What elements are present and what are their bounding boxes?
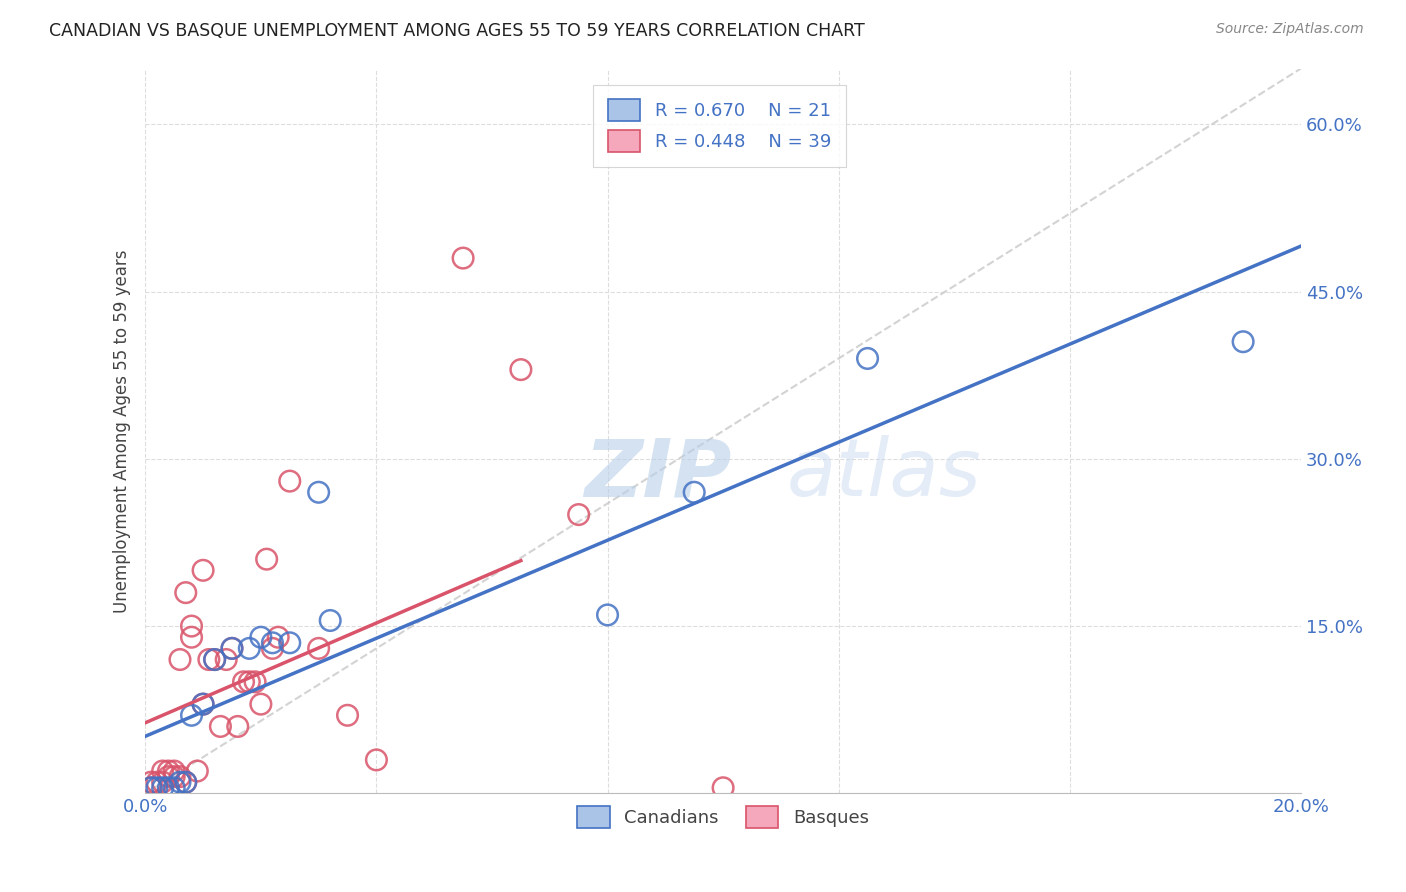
Point <box>1232 334 1254 349</box>
Point <box>174 775 197 789</box>
Point <box>278 636 301 650</box>
Point <box>139 780 162 795</box>
Point <box>163 764 186 778</box>
Point <box>191 697 214 711</box>
Point <box>232 674 254 689</box>
Point <box>596 607 619 622</box>
Point <box>366 753 388 767</box>
Point <box>152 780 174 795</box>
Point <box>146 780 169 795</box>
Point <box>256 552 278 566</box>
Point <box>139 775 162 789</box>
Point <box>319 614 342 628</box>
Point <box>308 641 330 656</box>
Point <box>191 697 214 711</box>
Point <box>250 630 273 644</box>
Point <box>180 619 202 633</box>
Point <box>152 775 174 789</box>
Point <box>209 719 232 733</box>
Point <box>204 652 226 666</box>
Point <box>221 641 243 656</box>
Point <box>169 775 191 789</box>
Point <box>146 775 169 789</box>
Point <box>163 780 186 795</box>
Point <box>157 780 180 795</box>
Point <box>215 652 238 666</box>
Point <box>238 674 260 689</box>
Point <box>262 636 284 650</box>
Point <box>250 697 273 711</box>
Point <box>180 708 202 723</box>
Point <box>180 630 202 644</box>
Point <box>157 764 180 778</box>
Point <box>509 362 531 376</box>
Point <box>221 641 243 656</box>
Point <box>204 652 226 666</box>
Point <box>169 770 191 784</box>
Point <box>174 775 197 789</box>
Text: ZIP: ZIP <box>585 435 731 514</box>
Point <box>169 652 191 666</box>
Point <box>139 780 162 795</box>
Text: CANADIAN VS BASQUE UNEMPLOYMENT AMONG AGES 55 TO 59 YEARS CORRELATION CHART: CANADIAN VS BASQUE UNEMPLOYMENT AMONG AG… <box>49 22 865 40</box>
Point <box>336 708 359 723</box>
Point <box>308 485 330 500</box>
Point <box>238 641 260 656</box>
Point <box>262 641 284 656</box>
Point <box>243 674 266 689</box>
Point <box>191 563 214 577</box>
Legend: Canadians, Basques: Canadians, Basques <box>571 798 876 835</box>
Point <box>163 770 186 784</box>
Point <box>174 585 197 599</box>
Text: atlas: atlas <box>787 435 981 514</box>
Point <box>267 630 290 644</box>
Point <box>568 508 591 522</box>
Point <box>198 652 221 666</box>
Point <box>226 719 249 733</box>
Point <box>152 764 174 778</box>
Point <box>856 351 879 366</box>
Point <box>711 780 734 795</box>
Point <box>186 764 208 778</box>
Y-axis label: Unemployment Among Ages 55 to 59 years: Unemployment Among Ages 55 to 59 years <box>114 249 131 613</box>
Point <box>451 251 474 265</box>
Text: Source: ZipAtlas.com: Source: ZipAtlas.com <box>1216 22 1364 37</box>
Point <box>278 474 301 488</box>
Point <box>157 770 180 784</box>
Point <box>683 485 706 500</box>
